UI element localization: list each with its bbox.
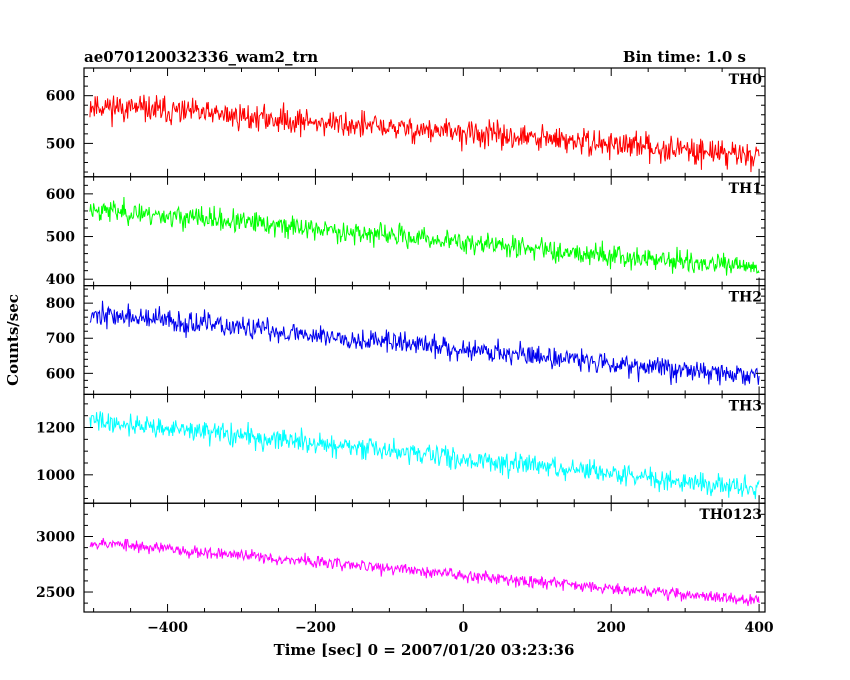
panel-th3: 1000 1200 TH3 (36, 393, 766, 504)
series-line-th0123 (89, 537, 760, 607)
panel-frame (83, 393, 766, 504)
y-tick-label: 1200 (36, 421, 75, 437)
y-tick-label: 600 (46, 89, 75, 105)
panel-label-th2: TH2 (729, 290, 762, 306)
y-tick-label: 1000 (36, 468, 75, 484)
x-axis-label: Time [sec] 0 = 2007/01/20 03:23:36 (274, 641, 575, 659)
x-tick-label: 400 (744, 620, 773, 636)
panel-label-th0123: TH0123 (699, 507, 762, 523)
y-tick-label: 3000 (36, 530, 75, 546)
panels-group: 500 600 TH0 400 500 600 TH1 600 700 800 TH2 1000 120… (36, 67, 774, 636)
y-tick-label: 500 (46, 136, 75, 152)
bin-time-label: Bin time: 1.0 s (623, 48, 746, 66)
y-tick-label: 2500 (36, 585, 75, 601)
series-line-th2 (89, 300, 760, 386)
y-tick-label: 600 (46, 187, 75, 203)
panel-th0123: 2500 3000 TH0123 (36, 502, 766, 613)
y-tick-label: 500 (46, 230, 75, 246)
y-tick-label: 600 (46, 366, 75, 382)
panel-th0: 500 600 TH0 (46, 67, 766, 178)
panel-label-th0: TH0 (729, 72, 763, 88)
plot-title: ae070120032336_wam2_trn (84, 48, 318, 66)
series-line-th3 (89, 411, 760, 500)
series-line-th1 (89, 196, 760, 276)
panel-th2: 600 700 800 TH2 (46, 285, 766, 396)
series-line-th0 (89, 94, 760, 173)
x-tick-label: −400 (147, 620, 188, 636)
panel-th1: 400 500 600 TH1 (46, 176, 766, 288)
panel-label-th1: TH1 (729, 181, 762, 197)
x-tick-label: 200 (597, 620, 626, 636)
y-tick-label: 800 (46, 296, 75, 312)
panel-frame (83, 502, 766, 613)
y-axis-label: Counts/sec (4, 294, 22, 386)
x-tick-label: −200 (295, 620, 336, 636)
panel-frame (83, 67, 766, 178)
y-tick-label: 400 (46, 272, 75, 288)
x-tick-label: 0 (458, 620, 468, 636)
panel-label-th3: TH3 (729, 398, 762, 414)
y-tick-label: 700 (46, 331, 75, 347)
